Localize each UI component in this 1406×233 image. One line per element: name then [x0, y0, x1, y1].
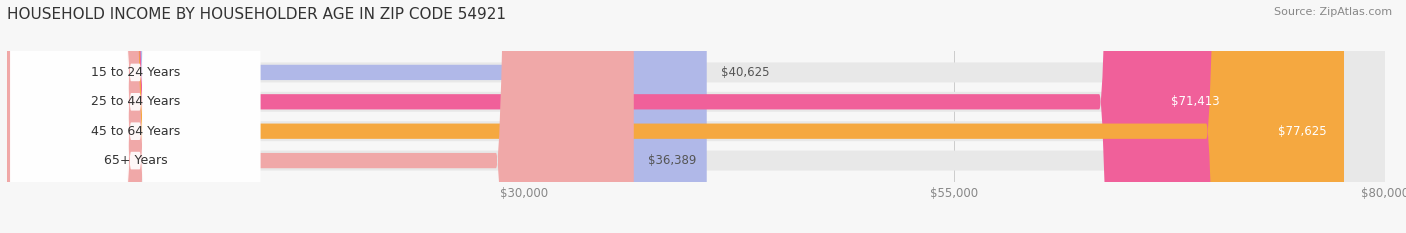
FancyBboxPatch shape — [7, 0, 1344, 233]
FancyBboxPatch shape — [7, 0, 1385, 233]
Text: 15 to 24 Years: 15 to 24 Years — [91, 66, 180, 79]
FancyBboxPatch shape — [7, 0, 707, 233]
Text: HOUSEHOLD INCOME BY HOUSEHOLDER AGE IN ZIP CODE 54921: HOUSEHOLD INCOME BY HOUSEHOLDER AGE IN Z… — [7, 7, 506, 22]
FancyBboxPatch shape — [7, 0, 1385, 233]
FancyBboxPatch shape — [10, 0, 260, 233]
Text: $36,389: $36,389 — [648, 154, 696, 167]
Text: $40,625: $40,625 — [720, 66, 769, 79]
Text: $71,413: $71,413 — [1171, 95, 1220, 108]
FancyBboxPatch shape — [7, 0, 634, 233]
FancyBboxPatch shape — [10, 0, 260, 233]
FancyBboxPatch shape — [7, 0, 1385, 233]
FancyBboxPatch shape — [7, 0, 1385, 233]
Text: 25 to 44 Years: 25 to 44 Years — [91, 95, 180, 108]
Text: $77,625: $77,625 — [1278, 125, 1327, 138]
Text: 65+ Years: 65+ Years — [104, 154, 167, 167]
Text: 45 to 64 Years: 45 to 64 Years — [91, 125, 180, 138]
FancyBboxPatch shape — [10, 0, 260, 233]
Text: Source: ZipAtlas.com: Source: ZipAtlas.com — [1274, 7, 1392, 17]
FancyBboxPatch shape — [7, 0, 1237, 233]
FancyBboxPatch shape — [10, 0, 260, 233]
